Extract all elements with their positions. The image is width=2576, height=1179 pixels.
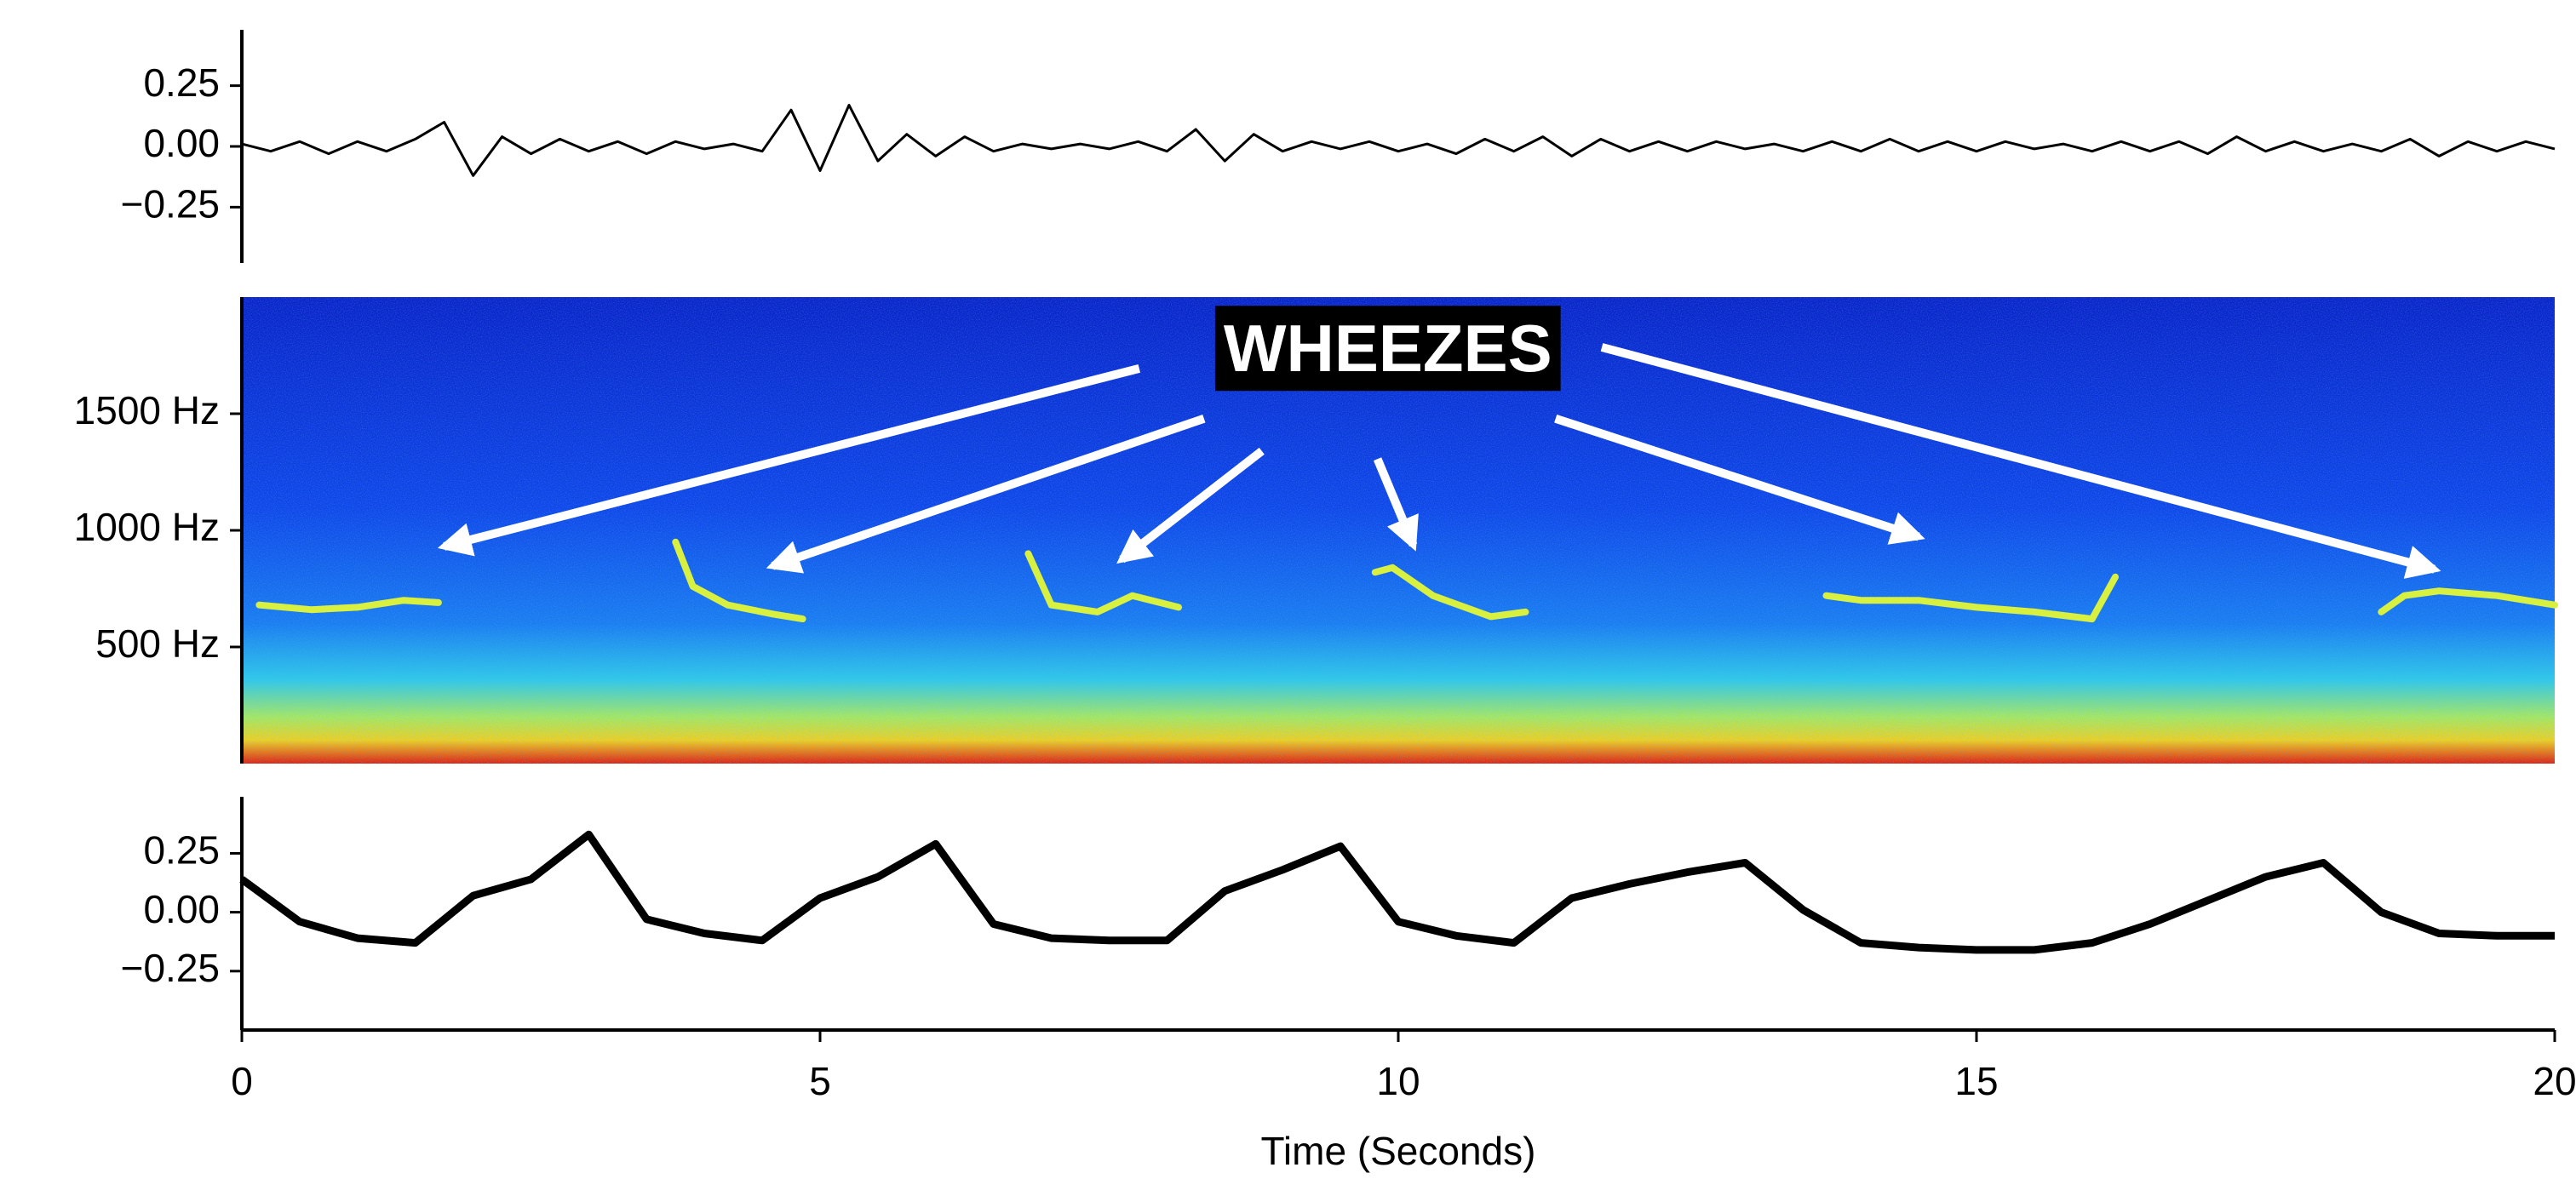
wheeze-trace	[672, 538, 806, 623]
annotation-box	[1214, 306, 1561, 392]
signal-line	[241, 104, 2556, 177]
annotation-arrow	[1116, 447, 1265, 564]
annotation-arrow	[1554, 414, 1925, 545]
annotation-arrow	[766, 415, 1206, 574]
x-tick-label: 10	[1376, 1059, 1420, 1103]
y-tick-label: −0.25	[121, 946, 220, 990]
wheeze-trace	[1371, 564, 1529, 621]
y-tick-label: 500 Hz	[95, 621, 220, 666]
y-tick-label: 1000 Hz	[74, 505, 220, 549]
signal-line	[239, 830, 2555, 954]
wheeze-trace	[2378, 587, 2558, 615]
x-tick-label: 20	[2533, 1059, 2576, 1103]
y-tick-label: −0.25	[121, 182, 220, 226]
y-tick-label: 0.00	[143, 887, 220, 931]
y-tick-label: 0.25	[143, 828, 220, 873]
x-axis-label: Time (Seconds)	[1261, 1129, 1536, 1173]
annotation-arrow	[1600, 343, 2441, 579]
annotation-arrow	[1373, 457, 1419, 552]
x-tick-label: 5	[809, 1059, 831, 1103]
x-tick-label: 15	[1954, 1059, 1998, 1103]
annotation-arrow	[437, 364, 1141, 557]
wheeze-trace	[255, 597, 442, 614]
wheeze-trace	[1822, 573, 2119, 623]
annotation-label: WHEEZES	[1224, 311, 1552, 386]
y-tick-label: 1500 Hz	[74, 388, 220, 432]
y-tick-label: 0.25	[143, 60, 220, 105]
x-tick-label: 0	[231, 1059, 253, 1103]
wheeze-trace	[1024, 550, 1182, 615]
y-tick-label: 0.00	[143, 121, 220, 165]
